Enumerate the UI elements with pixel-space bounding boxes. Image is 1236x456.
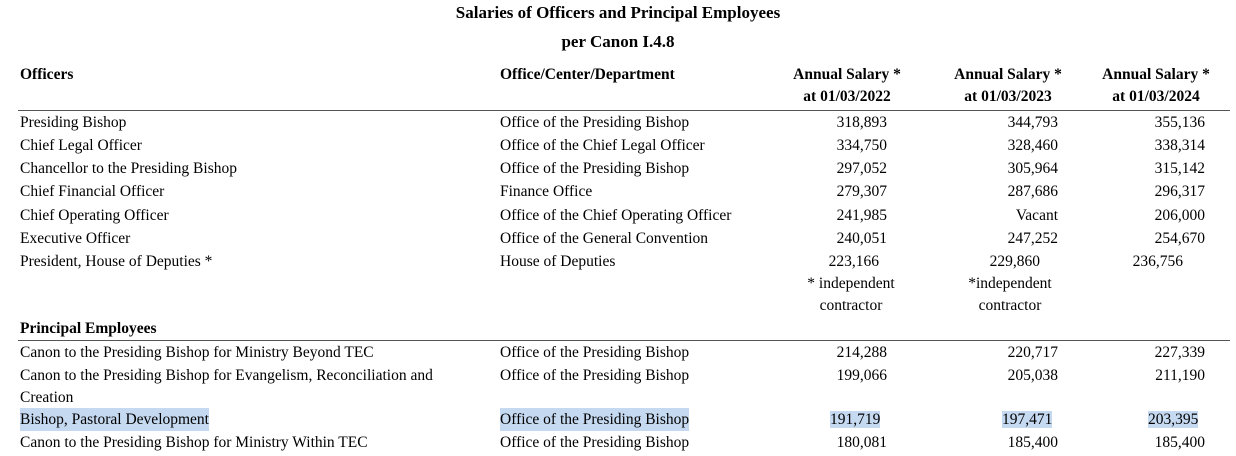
salary-2023: 328,460 <box>1007 137 1058 154</box>
table-row: Chancellor to the Presiding Bishop Offic… <box>0 157 1236 180</box>
salary-2022: 318,893 <box>836 114 887 131</box>
salary-2024: 296,317 <box>1154 183 1205 200</box>
employee-name: Canon to the Presiding Bishop for Minist… <box>20 344 374 361</box>
header-salary-2023-line1: Annual Salary * <box>954 66 1062 83</box>
table-row: Presiding Bishop Office of the Presiding… <box>0 111 1236 134</box>
officer-office: Office of the Presiding Bishop <box>500 114 690 131</box>
header-salary-2024-line1: Annual Salary * <box>1102 66 1210 83</box>
header-salary-2022: Annual Salary * at 01/03/2022 <box>782 64 912 108</box>
employee-name-continued: Creation <box>20 389 74 406</box>
salary-2023: 185,400 <box>1007 434 1058 451</box>
table-row: President, House of Deputies * House of … <box>0 250 1236 273</box>
officer-name: President, House of Deputies * <box>20 253 213 270</box>
salary-2024: 315,142 <box>1154 160 1205 177</box>
salary-2023: 197,471 <box>1002 408 1053 431</box>
table-row: Chief Financial Officer Finance Office 2… <box>0 180 1236 203</box>
salary-2024: 203,395 <box>1148 408 1199 431</box>
table-row: Executive Officer Office of the General … <box>0 227 1236 250</box>
employee-office: Office of the Presiding Bishop <box>500 367 690 384</box>
employee-office: Office of the Presiding Bishop <box>500 434 690 451</box>
salary-2023: 220,717 <box>1007 344 1058 361</box>
salary-2022-text: 191,719 <box>830 411 881 428</box>
officer-office: Office of the Chief Operating Officer <box>500 207 732 224</box>
salary-2023: 205,038 <box>1007 367 1058 384</box>
salary-2024: 206,000 <box>1154 207 1205 224</box>
section-divider <box>18 340 1230 341</box>
officer-office: Office of the Presiding Bishop <box>500 160 690 177</box>
salary-2022: 279,307 <box>836 183 887 200</box>
employee-name: Canon to the Presiding Bishop for Evange… <box>20 367 433 384</box>
officer-office: Finance Office <box>500 183 593 200</box>
officer-name: Chief Operating Officer <box>20 207 169 224</box>
salary-2024: 227,339 <box>1154 344 1205 361</box>
officer-name: Presiding Bishop <box>20 114 127 131</box>
salary-2023: Vacant <box>1015 207 1058 224</box>
contractor-note-2022: * independent contractor <box>786 273 916 317</box>
table-row-continuation: Creation <box>0 386 1236 409</box>
section-heading-principal: Principal Employees <box>20 320 157 337</box>
header-salary-2023-line2: at 01/03/2023 <box>964 88 1052 105</box>
header-salary-2022-line2: at 01/03/2022 <box>803 88 891 105</box>
contractor-note-2022-line1: * independent <box>807 275 895 292</box>
employee-office: Office of the Presiding Bishop <box>500 408 690 431</box>
title-line-2: per Canon I.4.8 <box>561 32 675 51</box>
header-salary-2024: Annual Salary * at 01/03/2024 <box>1091 64 1221 108</box>
salary-2024: 254,670 <box>1154 230 1205 247</box>
salary-2024: 185,400 <box>1154 434 1205 451</box>
header-officers: Officers <box>20 66 74 83</box>
table-row: Canon to the Presiding Bishop for Minist… <box>0 341 1236 364</box>
table-row: Canon to the Presiding Bishop for Evange… <box>0 364 1236 387</box>
salary-2022: 214,288 <box>836 344 887 361</box>
salary-2024: 211,190 <box>1155 367 1205 384</box>
salary-2023-text: 197,471 <box>1002 411 1053 428</box>
employee-name: Canon to the Presiding Bishop for Minist… <box>20 434 368 451</box>
salary-2022: 297,052 <box>836 160 887 177</box>
salary-2023: 344,793 <box>1007 114 1058 131</box>
table-row-highlighted: Bishop, Pastoral Development Office of t… <box>0 408 1236 431</box>
contractor-note-2023-line2: contractor <box>978 297 1042 314</box>
table-row: Canon to the Presiding Bishop for Minist… <box>0 431 1236 454</box>
officer-office: Office of the Chief Legal Officer <box>500 137 705 154</box>
salary-2023: 247,252 <box>1007 230 1058 247</box>
salary-2023: 305,964 <box>1007 160 1058 177</box>
officer-office: House of Deputies <box>500 253 616 270</box>
officer-name: Chancellor to the Presiding Bishop <box>20 160 237 177</box>
header-salary-2023: Annual Salary * at 01/03/2023 <box>943 64 1073 108</box>
salary-2022: 334,750 <box>836 137 887 154</box>
salary-2022: 199,066 <box>836 367 887 384</box>
salary-2024-text: 203,395 <box>1148 411 1199 428</box>
salary-2022: 241,985 <box>836 207 887 224</box>
title-line-1: Salaries of Officers and Principal Emplo… <box>455 3 781 22</box>
officer-name: Executive Officer <box>20 230 131 247</box>
salary-2022: 240,051 <box>836 230 887 247</box>
contractor-note-2022-line2: contractor <box>819 297 883 314</box>
salary-2023: 229,860 <box>989 253 1040 270</box>
header-salary-2024-line2: at 01/03/2024 <box>1112 88 1200 105</box>
officer-office: Office of the General Convention <box>500 230 709 247</box>
table-row: Chief Legal Officer Office of the Chief … <box>0 134 1236 157</box>
employee-office: Office of the Presiding Bishop <box>500 344 690 361</box>
employee-name: Bishop, Pastoral Development <box>20 408 209 431</box>
contractor-note-2023: *independent contractor <box>945 273 1075 317</box>
salary-2022: 180,081 <box>836 434 887 451</box>
header-office: Office/Center/Department <box>500 66 675 83</box>
salary-2024: 338,314 <box>1154 137 1205 154</box>
salary-2022: 191,719 <box>830 408 881 431</box>
salary-2024: 236,756 <box>1132 253 1183 270</box>
contractor-note-2023-line1: *independent <box>968 275 1052 292</box>
officer-name: Chief Financial Officer <box>20 183 165 200</box>
salary-2023: 287,686 <box>1007 183 1058 200</box>
salary-2022: 223,166 <box>828 253 879 270</box>
table-row: Chief Operating Officer Office of the Ch… <box>0 204 1236 227</box>
officer-name: Chief Legal Officer <box>20 137 142 154</box>
salary-2024: 355,136 <box>1154 114 1205 131</box>
header-salary-2022-line1: Annual Salary * <box>793 66 901 83</box>
header-divider <box>18 110 1230 111</box>
